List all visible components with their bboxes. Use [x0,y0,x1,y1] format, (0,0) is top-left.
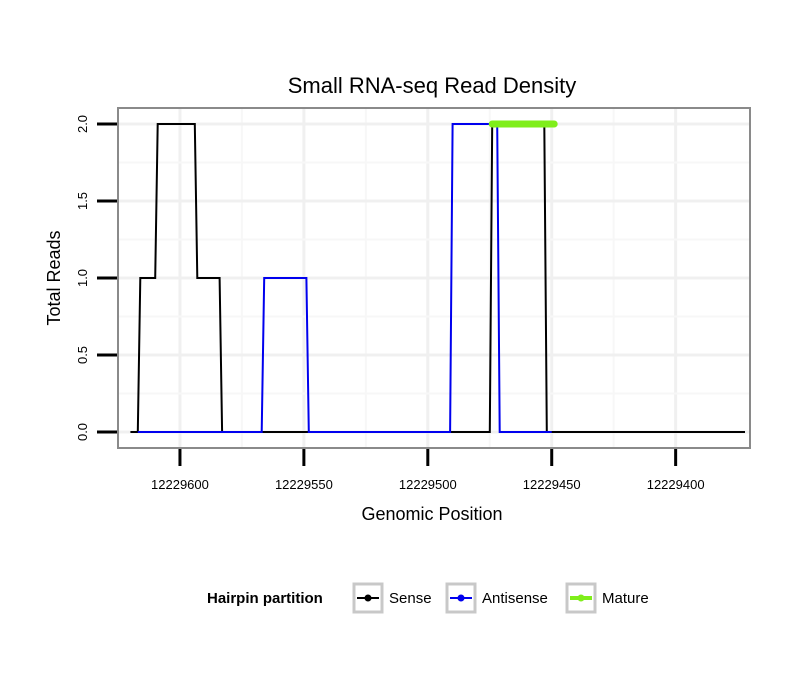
x-tick-label: 12229600 [151,477,209,492]
y-tick-label: 1.0 [75,269,90,287]
legend-key-point [364,594,372,602]
y-tick-label: 0.0 [75,423,90,441]
x-tick-label: 12229550 [275,477,333,492]
y-axis: 0.0 0.5 1.0 1.5 2.0 [75,115,117,441]
y-tick-label: 2.0 [75,115,90,133]
legend-label-antisense: Antisense [482,590,548,607]
legend-label-mature: Mature [602,590,649,607]
chart-title: Small RNA-seq Read Density [288,73,577,98]
x-tick-label: 12229400 [647,477,705,492]
legend: Hairpin partition Sense Antisense Mature [207,582,649,614]
x-axis-title: Genomic Position [361,504,502,524]
y-tick-label: 1.5 [75,192,90,210]
series-line-antisense [137,123,552,433]
y-tick-label: 0.5 [75,346,90,364]
series-group [130,120,745,433]
x-tick-label: 12229500 [399,477,457,492]
legend-key-point [457,594,465,602]
legend-label-sense: Sense [389,590,432,607]
x-tick-label: 12229450 [523,477,581,492]
legend-key-point [577,594,585,602]
y-axis-title: Total Reads [44,230,64,325]
legend-title: Hairpin partition [207,590,323,607]
x-axis: 12229600 12229550 12229500 12229450 12229400 [151,449,705,492]
